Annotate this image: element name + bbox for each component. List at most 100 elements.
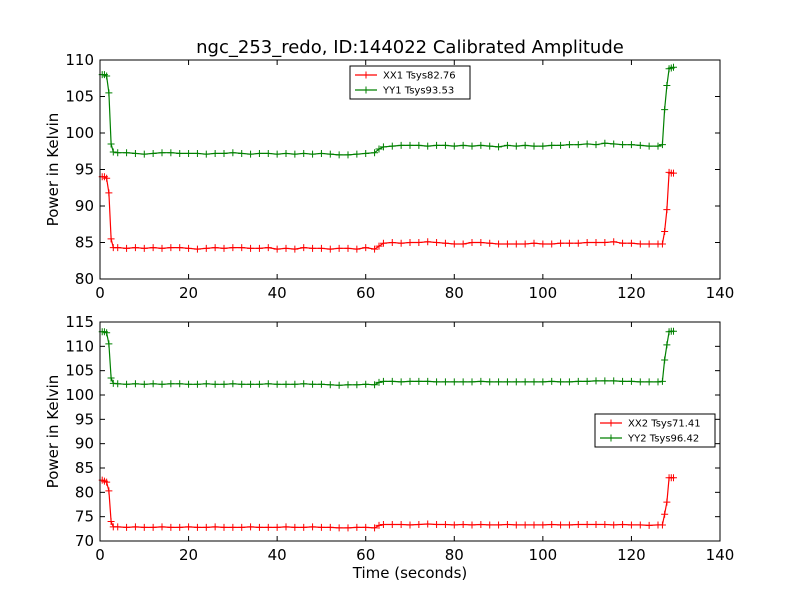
data-point	[362, 244, 370, 252]
data-point	[406, 521, 414, 529]
data-point	[247, 150, 255, 158]
data-point	[176, 380, 184, 388]
data-point	[663, 82, 671, 90]
data-point	[486, 521, 494, 529]
legend: XX1 Tsys82.76 YY1 Tsys93.53	[349, 65, 471, 100]
x-tick-label: 120	[617, 546, 646, 564]
legend-entry: YY1 Tsys93.53	[355, 86, 454, 97]
data-point	[264, 523, 272, 531]
y-tick-label: 110	[65, 51, 94, 69]
data-point	[335, 524, 343, 532]
data-point	[167, 523, 175, 531]
data-point	[362, 149, 370, 157]
data-point	[645, 240, 653, 248]
data-point	[658, 240, 666, 248]
data-point	[512, 521, 520, 529]
data-point	[521, 521, 529, 529]
data-point	[300, 380, 308, 388]
data-point	[282, 380, 290, 388]
data-point	[362, 523, 370, 531]
data-point	[486, 239, 494, 247]
legend-entry: XX2 Tsys71.41	[600, 419, 701, 430]
data-point	[202, 380, 210, 388]
data-point	[379, 520, 387, 528]
data-point	[495, 143, 503, 151]
data-point	[114, 380, 122, 388]
legend-marker	[362, 71, 370, 79]
data-point	[238, 523, 246, 531]
data-point	[424, 377, 432, 385]
data-point	[211, 149, 219, 157]
data-point	[557, 141, 565, 149]
data-point	[114, 523, 122, 531]
y-tick-label: 105	[65, 88, 94, 106]
data-point	[247, 244, 255, 252]
data-point	[158, 149, 166, 157]
data-point	[107, 374, 115, 382]
data-point	[388, 142, 396, 150]
data-point	[619, 239, 627, 247]
y-tick-label: 70	[75, 532, 94, 550]
y-tick-label: 95	[75, 161, 94, 179]
data-point	[309, 244, 317, 252]
data-point	[379, 143, 387, 151]
data-point	[202, 244, 210, 252]
data-point	[114, 244, 122, 252]
plot-frame	[99, 321, 721, 542]
data-point	[636, 521, 644, 529]
data-point	[149, 244, 157, 252]
data-point	[663, 206, 671, 214]
legend-entry: YY2 Tsys96.42	[600, 434, 699, 445]
data-point	[123, 149, 131, 157]
data-point	[185, 149, 193, 157]
data-point	[415, 141, 423, 149]
x-tick-label: 140	[706, 284, 735, 302]
data-point	[658, 141, 666, 149]
data-point	[661, 356, 669, 364]
chart-title: ngc_253_redo, ID:144022 Calibrated Ampli…	[196, 37, 624, 58]
data-point	[548, 377, 556, 385]
data-point	[512, 240, 520, 248]
data-point	[661, 228, 669, 236]
data-point	[503, 520, 511, 528]
data-point	[317, 523, 325, 531]
data-point	[140, 380, 148, 388]
legend-label: XX1 Tsys82.76	[383, 71, 456, 82]
legend-marker	[362, 86, 370, 94]
data-point	[264, 244, 272, 252]
data-point	[317, 244, 325, 252]
data-point	[477, 377, 485, 385]
data-point	[105, 487, 113, 495]
data-point	[565, 239, 573, 247]
data-point	[406, 377, 414, 385]
data-point	[140, 244, 148, 252]
data-point	[645, 378, 653, 386]
data-point	[105, 89, 113, 97]
data-point	[107, 140, 115, 148]
data-point	[185, 380, 193, 388]
data-point	[114, 149, 122, 157]
y-axis-label: Power in Kelvin	[44, 113, 62, 227]
data-point	[344, 524, 352, 532]
data-point	[167, 149, 175, 157]
x-tick-label: 40	[268, 284, 287, 302]
data-point	[486, 378, 494, 386]
data-point	[539, 240, 547, 248]
data-point	[583, 239, 591, 246]
data-point	[415, 377, 423, 385]
data-point	[353, 150, 361, 158]
series-2	[98, 63, 677, 159]
data-point	[344, 381, 352, 389]
data-point	[388, 377, 396, 385]
data-point	[521, 141, 529, 149]
data-point	[149, 523, 157, 531]
y-tick-label: 110	[65, 337, 94, 355]
data-point	[291, 150, 299, 158]
data-point	[123, 523, 131, 531]
data-point	[131, 244, 139, 252]
data-point	[450, 240, 458, 248]
data-point	[548, 141, 556, 149]
data-point	[663, 498, 671, 506]
data-point	[300, 244, 308, 252]
